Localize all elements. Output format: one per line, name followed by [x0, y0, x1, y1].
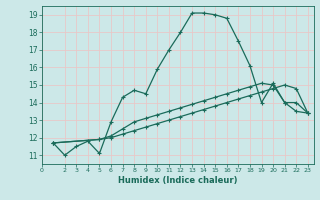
X-axis label: Humidex (Indice chaleur): Humidex (Indice chaleur): [118, 176, 237, 185]
